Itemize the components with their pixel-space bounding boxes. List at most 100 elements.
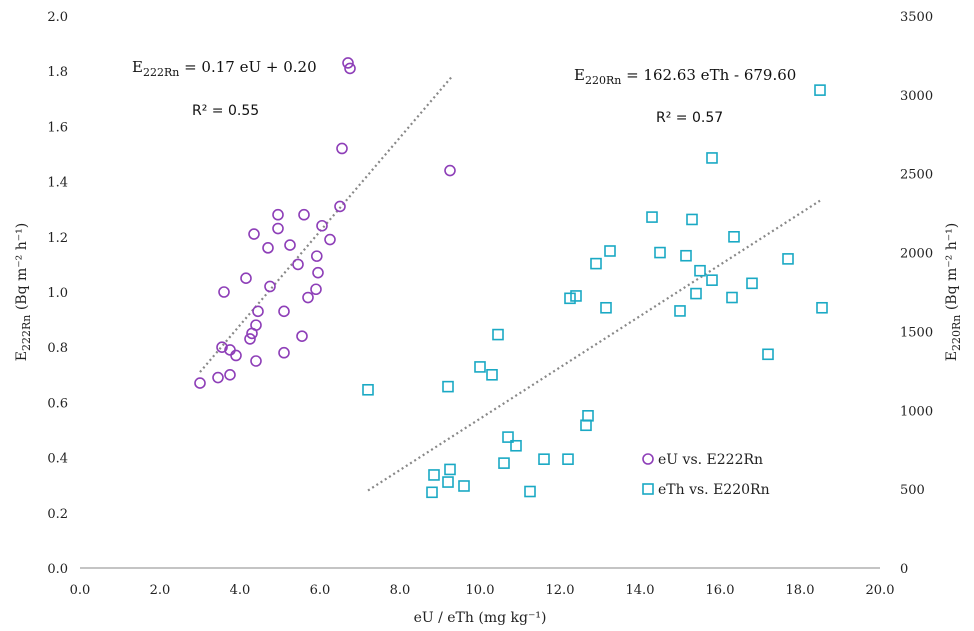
eu-data-point: [342, 57, 354, 69]
eth-data-point: [564, 292, 576, 305]
eth-data-point: [562, 453, 574, 465]
x-tick-label: 20.0: [866, 583, 895, 598]
eth-data-point: [746, 277, 758, 290]
eu-data-point: [244, 333, 256, 345]
x-axis-ticks: 0.0 2.0 4.0 6.0 8.0 10.0 12.0 14.0 16.0 18.0 20.0: [70, 583, 895, 598]
eu-data-point: [250, 319, 262, 331]
legend-label-eu: eU vs. E222Rn: [658, 452, 763, 468]
eu-data-point: [284, 239, 296, 251]
eth-data-point: [646, 211, 658, 223]
eu-data-point: [252, 305, 264, 318]
legend-circle-marker: [642, 453, 654, 465]
eu-data-point: [302, 291, 314, 304]
data-points: [194, 57, 828, 499]
y-left-tick-label: 1.0: [47, 286, 68, 301]
legend-square-marker: [642, 483, 654, 495]
eu-data-point: [194, 377, 206, 389]
eu-data-point: [240, 272, 252, 285]
y-right-tick-label: 1000: [900, 404, 933, 419]
legend: eU vs. E222Rn eTh vs. E220Rn: [642, 452, 770, 498]
y-left-tick-label: 0.2: [47, 507, 68, 522]
eth-data-point: [762, 348, 774, 361]
eth-data-point: [524, 485, 536, 498]
eu-data-point: [444, 164, 456, 177]
eth-data-point: [674, 305, 686, 317]
eth-data-point: [362, 383, 374, 396]
eth-data-point: [474, 361, 486, 373]
eu-data-point: [230, 349, 242, 362]
eu-data-point: [248, 228, 260, 240]
eth-data-point: [538, 453, 550, 465]
eu-data-point: [296, 330, 308, 342]
y-right-tick-label: 1500: [900, 325, 933, 340]
y-right-tick-label: 3500: [900, 10, 933, 25]
y-left-tick-label: 1.2: [47, 231, 68, 246]
x-tick-label: 12.0: [546, 583, 575, 598]
eth-data-point: [502, 431, 514, 443]
y-left-tick-label: 1.8: [47, 65, 68, 80]
y-left-tick-label: 1.4: [47, 176, 68, 191]
y-right-axis-ticks: 0 500 1000 1500 2000 2500 3000 3500: [900, 10, 933, 577]
y-right-tick-label: 0: [900, 562, 908, 577]
eu-data-point: [336, 142, 348, 155]
y-left-tick-label: 2.0: [47, 10, 68, 25]
x-tick-label: 4.0: [230, 583, 251, 598]
eu-data-point: [324, 233, 336, 246]
x-tick-label: 14.0: [626, 583, 655, 598]
eu-data-point: [262, 242, 274, 254]
eth-data-point: [726, 291, 738, 304]
eth-data-point: [442, 476, 454, 488]
eth-data-point: [486, 368, 498, 381]
y-left-tick-label: 0.6: [47, 396, 68, 411]
eu-data-point: [272, 222, 284, 235]
y-left-tick-label: 1.6: [47, 120, 68, 135]
eu-data-point: [334, 200, 346, 213]
eth-data-point: [426, 486, 438, 499]
eth-data-point: [428, 469, 440, 481]
eu-data-point: [292, 258, 304, 271]
equation-left: E222Rn = 0.17 eU + 0.20: [132, 58, 317, 79]
r-squared-left: R² = 0.55: [192, 103, 259, 119]
eth-data-point: [600, 301, 612, 314]
x-axis-title: eU / eTh (mg kg⁻¹): [414, 610, 547, 626]
x-tick-label: 8.0: [390, 583, 411, 598]
eth-data-point: [694, 264, 706, 277]
x-tick-label: 2.0: [150, 583, 171, 598]
x-tick-label: 10.0: [466, 583, 495, 598]
y-right-tick-label: 2500: [900, 168, 933, 183]
eu-data-point: [212, 371, 224, 384]
eth-data-point: [816, 301, 828, 314]
eth-data-point: [814, 84, 826, 96]
eu-data-point: [344, 62, 356, 75]
eth-data-point: [690, 287, 702, 300]
eth-data-point: [604, 245, 616, 257]
eth-data-point: [728, 231, 740, 243]
y-right-tick-label: 3000: [900, 89, 933, 104]
trendlines: [199, 75, 821, 492]
eth-data-point: [590, 257, 602, 270]
eth-data-point: [492, 328, 504, 341]
eu-data-point: [278, 346, 290, 359]
eth-data-point: [706, 274, 718, 286]
eu-data-point: [216, 341, 228, 354]
eu-data-point: [316, 219, 328, 232]
eth-data-point: [686, 213, 698, 226]
eth-data-point: [498, 457, 510, 469]
x-tick-label: 16.0: [706, 583, 735, 598]
eu-data-point: [272, 208, 284, 221]
equation-right: E220Rn = 162.63 eTh - 679.60: [574, 66, 796, 87]
eu-data-point: [264, 280, 276, 293]
eth-data-point: [444, 463, 456, 476]
y-left-tick-label: 0.4: [47, 452, 68, 467]
eth-data-point: [510, 439, 522, 452]
y-left-tick-label: 0.8: [47, 341, 68, 356]
y-left-axis-ticks: 0.0 0.2 0.4 0.6 0.8 1.0 1.2 1.4 1.6 1.8 2.0: [47, 10, 68, 577]
eth-data-point: [706, 152, 718, 164]
y-right-axis-title: E220Rn (Bq m⁻² h⁻¹): [944, 223, 963, 361]
eu-data-point: [278, 305, 290, 318]
eth-data-point: [458, 480, 470, 492]
x-tick-label: 0.0: [70, 583, 91, 598]
eth-data-point: [580, 419, 592, 432]
legend-label-eth: eTh vs. E220Rn: [658, 482, 770, 498]
